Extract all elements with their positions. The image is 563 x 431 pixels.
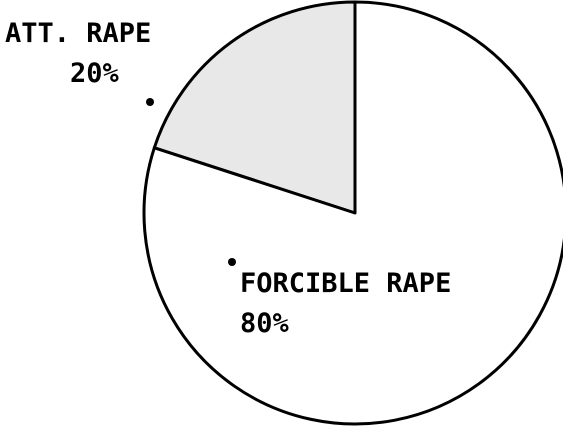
slice-label: ATT. RAPE <box>5 18 151 49</box>
slice-value-label: 80% <box>240 308 290 339</box>
pie-slice <box>152 0 357 215</box>
slice-label: FORCIBLE RAPE <box>240 268 451 299</box>
leader-dot <box>146 98 154 106</box>
pie-slice <box>142 0 563 426</box>
leader-dot <box>228 258 236 266</box>
slice-value-label: 20% <box>70 58 120 89</box>
